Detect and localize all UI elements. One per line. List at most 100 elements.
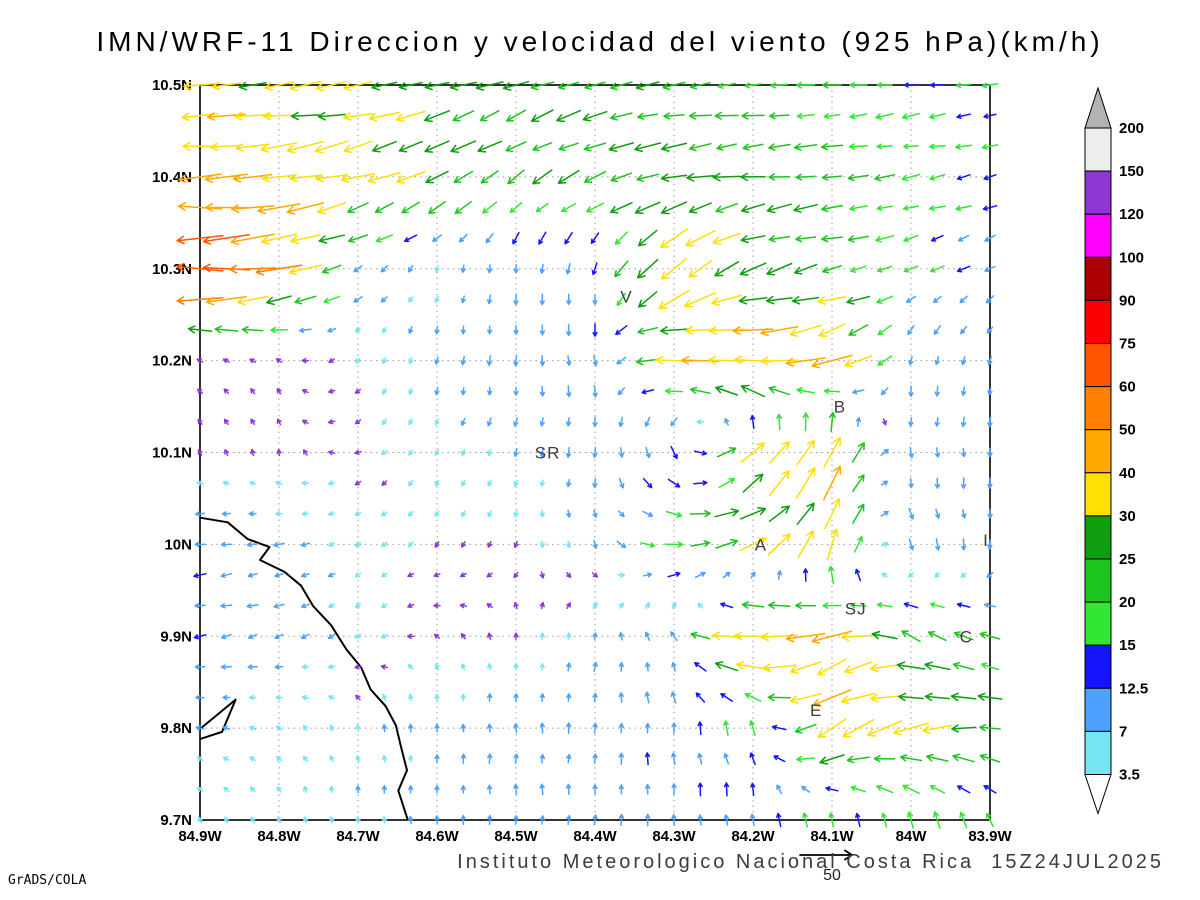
wind-vector: [424, 140, 450, 153]
wind-vector: [513, 479, 519, 487]
wind-vector: [460, 693, 466, 702]
wind-vector: [301, 357, 310, 364]
wind-vector: [460, 814, 467, 826]
wind-vector: [724, 418, 730, 426]
wind-vector: [539, 601, 545, 610]
wind-vector: [248, 511, 257, 517]
wind-vector: [659, 228, 689, 249]
wind-vector: [849, 113, 868, 120]
wind-vector: [881, 418, 888, 426]
colorbar-label: 150: [1119, 163, 1144, 180]
wind-vector: [302, 724, 308, 732]
wind-vector: [434, 510, 440, 517]
wind-vector: [738, 295, 768, 305]
wind-vector: [645, 813, 651, 827]
wind-vector: [298, 327, 312, 333]
wind-vector: [592, 784, 598, 795]
wind-vector: [776, 413, 783, 431]
wind-vector: [688, 259, 713, 278]
wind-vector: [591, 262, 598, 276]
wind-vector: [744, 692, 762, 702]
wind-vector: [222, 694, 231, 701]
wind-vector: [953, 631, 974, 641]
wind-vector: [987, 356, 993, 366]
wind-vector: [276, 786, 282, 793]
wind-vector: [434, 387, 440, 396]
wind-vector: [618, 416, 624, 428]
wind-vector: [881, 542, 889, 548]
colorbar-band: [1084, 299, 1112, 344]
wind-vector: [223, 418, 229, 426]
city-label-b: B: [834, 398, 846, 417]
wind-vector: [796, 502, 815, 525]
wind-vector: [723, 782, 730, 797]
colorbar-label: 120: [1119, 206, 1144, 223]
wind-vector: [592, 478, 598, 489]
wind-vector: [979, 753, 1001, 763]
wind-vector: [355, 602, 361, 609]
wind-vector: [708, 326, 745, 335]
wind-vector: [960, 356, 967, 366]
wind-vector: [513, 722, 519, 734]
wind-vector: [688, 142, 712, 152]
wind-vector: [194, 664, 206, 670]
wind-vector: [381, 511, 388, 517]
wind-vector: [874, 174, 896, 182]
wind-vector: [434, 693, 440, 702]
wind-vector: [276, 387, 282, 395]
wind-vector: [592, 447, 598, 458]
wind-vector: [741, 601, 765, 609]
wind-vector: [851, 442, 865, 463]
wind-vector: [957, 234, 970, 242]
wind-vector: [371, 81, 398, 91]
wind-vector: [487, 448, 493, 457]
wind-vector: [434, 418, 440, 426]
wind-vector: [270, 326, 288, 334]
wind-vector: [371, 140, 397, 153]
wind-vector: [566, 509, 572, 518]
wind-vector: [644, 416, 651, 427]
wind-vector: [223, 388, 230, 395]
wind-vector: [617, 572, 626, 578]
wind-vector: [381, 723, 388, 733]
wind-vector: [558, 142, 579, 152]
wind-vector: [742, 143, 764, 151]
wind-vector: [893, 722, 929, 736]
wind-vector: [877, 355, 893, 366]
y-axis-label: 10.4N: [152, 169, 192, 186]
wind-vector: [768, 173, 791, 181]
wind-vector: [660, 142, 688, 152]
wind-vector: [987, 508, 993, 519]
wind-vector: [539, 447, 545, 458]
wind-vector: [236, 295, 269, 306]
wind-vector: [222, 725, 231, 731]
wind-vector: [328, 695, 336, 701]
wind-vector: [812, 689, 852, 707]
wind-vector: [901, 173, 921, 182]
wind-vector: [767, 693, 791, 702]
wind-vector: [927, 631, 947, 642]
wind-vector: [301, 572, 310, 578]
wind-vector: [960, 416, 967, 428]
wind-vector: [929, 113, 946, 120]
wind-vector: [275, 511, 283, 517]
wind-vector: [327, 327, 337, 333]
wind-vector: [828, 565, 835, 585]
wind-vector: [406, 633, 415, 639]
wind-vector: [750, 782, 756, 797]
wind-vector: [720, 693, 734, 702]
wind-vector: [561, 202, 577, 213]
wind-vector: [981, 143, 999, 150]
wind-vector: [513, 325, 519, 335]
wind-vector: [486, 417, 493, 427]
wind-vector: [903, 82, 919, 88]
wind-vector: [811, 354, 853, 369]
wind-vector: [802, 812, 808, 828]
wind-vector: [381, 449, 388, 456]
wind-vector: [901, 112, 921, 120]
wind-vector: [513, 293, 519, 306]
wind-vector: [220, 603, 233, 609]
wind-vector: [849, 205, 868, 212]
wind-vector: [482, 201, 498, 214]
